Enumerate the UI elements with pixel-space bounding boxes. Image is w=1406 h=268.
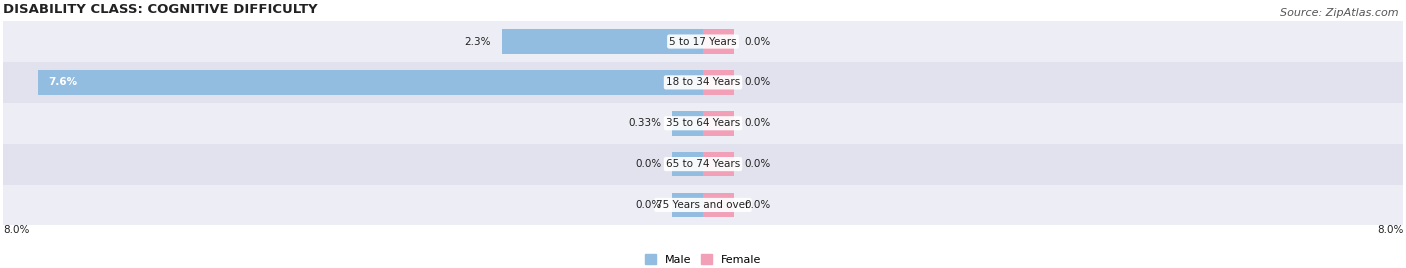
Text: 0.33%: 0.33%	[628, 118, 662, 128]
Text: 0.0%: 0.0%	[744, 159, 770, 169]
Text: 75 Years and over: 75 Years and over	[657, 200, 749, 210]
Bar	[672, 193, 703, 217]
Bar	[38, 70, 703, 95]
Bar	[703, 193, 734, 217]
Text: 2.3%: 2.3%	[464, 36, 491, 47]
Text: 18 to 34 Years: 18 to 34 Years	[666, 77, 740, 87]
Text: DISABILITY CLASS: COGNITIVE DIFFICULTY: DISABILITY CLASS: COGNITIVE DIFFICULTY	[3, 3, 318, 16]
Text: 0.0%: 0.0%	[636, 159, 662, 169]
Text: 8.0%: 8.0%	[1376, 225, 1403, 235]
Text: 8.0%: 8.0%	[3, 225, 30, 235]
Bar	[3, 144, 1403, 185]
Bar	[703, 111, 734, 136]
Bar	[3, 185, 1403, 225]
Bar	[3, 103, 1403, 144]
Bar	[3, 62, 1403, 103]
Text: 5 to 17 Years: 5 to 17 Years	[669, 36, 737, 47]
Text: 0.0%: 0.0%	[744, 118, 770, 128]
Text: 7.6%: 7.6%	[48, 77, 77, 87]
Bar	[703, 70, 734, 95]
Bar	[502, 29, 703, 54]
Text: 0.0%: 0.0%	[744, 200, 770, 210]
Text: 65 to 74 Years: 65 to 74 Years	[666, 159, 740, 169]
Text: 0.0%: 0.0%	[744, 77, 770, 87]
Bar	[672, 152, 703, 176]
Text: 0.0%: 0.0%	[636, 200, 662, 210]
Text: 0.0%: 0.0%	[744, 36, 770, 47]
Legend: Male, Female: Male, Female	[645, 254, 761, 265]
Text: Source: ZipAtlas.com: Source: ZipAtlas.com	[1281, 8, 1399, 18]
Bar	[672, 111, 703, 136]
Bar	[3, 21, 1403, 62]
Bar	[703, 152, 734, 176]
Bar	[703, 29, 734, 54]
Text: 35 to 64 Years: 35 to 64 Years	[666, 118, 740, 128]
